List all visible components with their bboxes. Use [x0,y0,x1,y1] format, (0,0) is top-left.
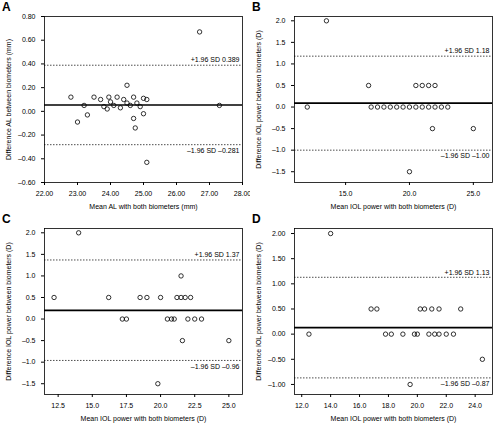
svg-text:1.5: 1.5 [26,251,36,258]
svg-text:+1.96 SD 0.389: +1.96 SD 0.389 [191,56,240,63]
svg-text:25.00: 25.00 [135,190,153,197]
svg-text:Difference IOL power between b: Difference IOL power between biometers (… [255,242,263,381]
svg-text:0.5: 0.5 [26,294,36,301]
svg-text:+1.96 SD 1.37: +1.96 SD 1.37 [195,251,240,258]
svg-text:27.00: 27.00 [201,190,219,197]
svg-text:16.0: 16.0 [353,402,367,409]
svg-text:–1.0: –1.0 [272,146,286,153]
svg-text:–0.50: –0.50 [268,356,286,363]
svg-text:0.60: 0.60 [22,36,36,43]
svg-text:–1.96 SD –0.281: –1.96 SD –0.281 [187,147,240,154]
svg-text:20.0: 20.0 [411,402,425,409]
svg-text:Difference IOL power between b: Difference IOL power between biometers (… [255,30,263,169]
svg-text:–0.5: –0.5 [22,337,36,344]
svg-text:28.00: 28.00 [234,190,250,197]
svg-text:0.50: 0.50 [272,305,286,312]
svg-text:22.0: 22.0 [439,402,453,409]
svg-text:25.0: 25.0 [222,402,236,409]
svg-text:22.00: 22.00 [36,190,54,197]
svg-text:Difference IOL power between b: Difference IOL power between biometers (… [5,242,13,381]
svg-text:Mean AL with both biometers (m: Mean AL with both biometers (mm) [89,203,197,211]
svg-text:–0.60: –0.60 [18,179,36,186]
svg-text:12.5: 12.5 [51,402,65,409]
svg-text:12.0: 12.0 [295,402,309,409]
svg-text:15.0: 15.0 [85,402,99,409]
svg-text:+1.96 SD 1.13: +1.96 SD 1.13 [445,269,490,276]
svg-text:1.0: 1.0 [276,60,286,67]
svg-text:0.80: 0.80 [22,13,36,20]
svg-text:–1.96 SD –0.96: –1.96 SD –0.96 [191,363,240,370]
svg-text:2.00: 2.00 [272,230,286,237]
svg-text:20.0: 20.0 [403,190,417,197]
svg-text:25.0: 25.0 [467,190,481,197]
svg-text:0.20: 0.20 [22,84,36,91]
svg-text:23.00: 23.00 [69,190,87,197]
svg-text:–1.5: –1.5 [22,380,36,387]
svg-text:0.5: 0.5 [276,82,286,89]
svg-text:22.5: 22.5 [188,402,202,409]
svg-text:–1.96 SD –0.87: –1.96 SD –0.87 [441,380,490,387]
svg-text:–0.20: –0.20 [18,131,36,138]
svg-text:24.0: 24.0 [468,402,482,409]
svg-text:18.0: 18.0 [382,402,396,409]
svg-text:1.5: 1.5 [276,39,286,46]
html-text:D: D [252,212,261,226]
svg-text:Mean IOL power with both biome: Mean IOL power with both biometers (D) [331,203,457,211]
svg-text:24.00: 24.00 [102,190,120,197]
svg-text:20.0: 20.0 [154,402,168,409]
svg-text:Mean IOL power with both biome: Mean IOL power with both biometers (D) [331,415,457,423]
svg-text:0.00: 0.00 [22,108,36,115]
svg-text:2.0: 2.0 [276,17,286,24]
svg-text:+1.96 SD 1.18: +1.96 SD 1.18 [445,47,490,54]
html-text:A: A [2,0,11,14]
svg-text:1.00: 1.00 [272,280,286,287]
svg-text:–0.40: –0.40 [18,155,36,162]
svg-text:Difference AL between biometer: Difference AL between biometers (mm) [5,39,13,160]
svg-text:0.00: 0.00 [272,330,286,337]
html-text:B: B [252,0,261,14]
svg-text:17.5: 17.5 [120,402,134,409]
svg-text:0.0: 0.0 [276,103,286,110]
svg-text:–1.96 SD –1.00: –1.96 SD –1.00 [441,152,490,159]
svg-text:15.0: 15.0 [339,190,353,197]
svg-text:26.00: 26.00 [168,190,186,197]
svg-text:0.0: 0.0 [26,315,36,322]
svg-text:–1.0: –1.0 [22,358,36,365]
svg-text:14.0: 14.0 [324,402,338,409]
svg-text:–1.5: –1.5 [272,168,286,175]
svg-text:–0.5: –0.5 [272,125,286,132]
svg-text:2.0: 2.0 [26,229,36,236]
svg-text:Mean IOL power with both biome: Mean IOL power with both biometers (D) [81,415,207,423]
svg-text:0.40: 0.40 [22,60,36,67]
svg-text:1.0: 1.0 [26,272,36,279]
svg-text:–1.00: –1.00 [268,381,286,388]
html-text:C: C [2,212,11,226]
svg-text:1.50: 1.50 [272,255,286,262]
